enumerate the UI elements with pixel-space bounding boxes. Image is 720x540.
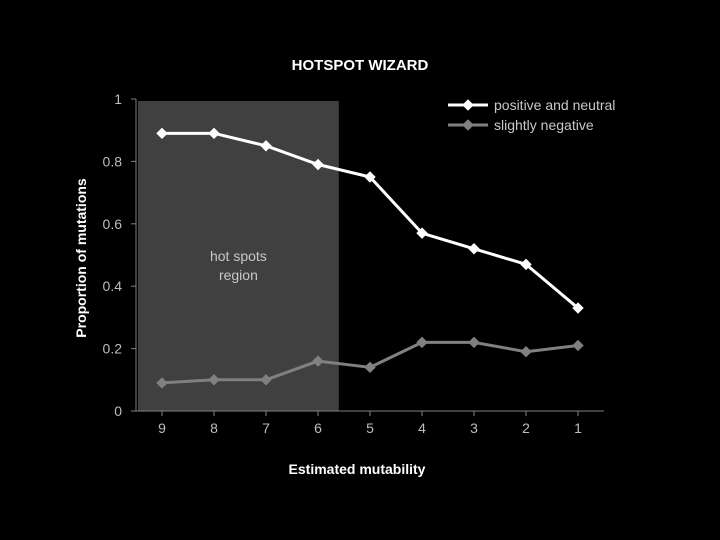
chart-title: HOTSPOT WIZARD [292, 57, 429, 74]
data-point [312, 158, 324, 171]
y-tick-label: 0.2 [103, 341, 123, 357]
hot-spots-region [138, 101, 339, 411]
region-label-line: region [219, 267, 258, 283]
data-point [156, 127, 168, 140]
data-point [208, 374, 220, 386]
series-layer [156, 127, 584, 389]
shaded-region-layer: hot spots region [138, 101, 339, 411]
data-point [416, 336, 428, 349]
x-tick-label: 7 [262, 420, 270, 436]
y-tick-label: 1 [114, 91, 122, 107]
x-tick-label: 4 [418, 420, 426, 436]
x-tick-label: 3 [470, 420, 478, 436]
legend-swatch-marker [462, 119, 474, 131]
series-1 [156, 127, 584, 314]
data-point [364, 361, 376, 374]
data-point [572, 302, 584, 314]
data-point [260, 374, 272, 386]
y-tick-label: 0.8 [103, 153, 123, 169]
data-point [208, 127, 220, 140]
data-point [364, 171, 376, 183]
legend-entry: positive and neutral [448, 97, 615, 113]
x-tick-label: 8 [210, 420, 218, 436]
y-tick-label: 0 [114, 403, 122, 419]
data-point [468, 336, 480, 349]
legend-label: slightly negative [494, 117, 594, 133]
legend-swatch-marker [462, 99, 474, 111]
data-point [416, 227, 428, 239]
data-point [260, 140, 272, 152]
x-axis-label: Estimated mutability [289, 461, 426, 477]
y-axis-label: Proportion of mutations [73, 178, 89, 338]
x-tick-label: 2 [522, 420, 530, 436]
y-tick-label: 0.4 [103, 278, 123, 294]
data-point [312, 355, 324, 367]
legend-label: positive and neutral [494, 97, 615, 113]
x-tick-label: 9 [158, 420, 166, 436]
x-tick-label: 1 [574, 420, 582, 436]
x-tick-label: 6 [314, 420, 322, 436]
data-point [520, 258, 532, 271]
data-point [520, 346, 532, 358]
data-point [572, 339, 584, 352]
y-tick-label: 0.6 [103, 216, 123, 232]
data-point [156, 377, 168, 389]
region-label-line: hot spots [210, 248, 267, 264]
axes-layer: 0 0.2 0.4 0.6 0.8 1 9 8 7 6 5 4 3 2 1 [103, 91, 604, 436]
legend-entry: slightly negative [448, 117, 594, 133]
data-point [468, 243, 480, 255]
x-tick-label: 5 [366, 420, 374, 436]
series-2 [156, 336, 584, 389]
legend: positive and neutral slightly negative [448, 97, 615, 133]
